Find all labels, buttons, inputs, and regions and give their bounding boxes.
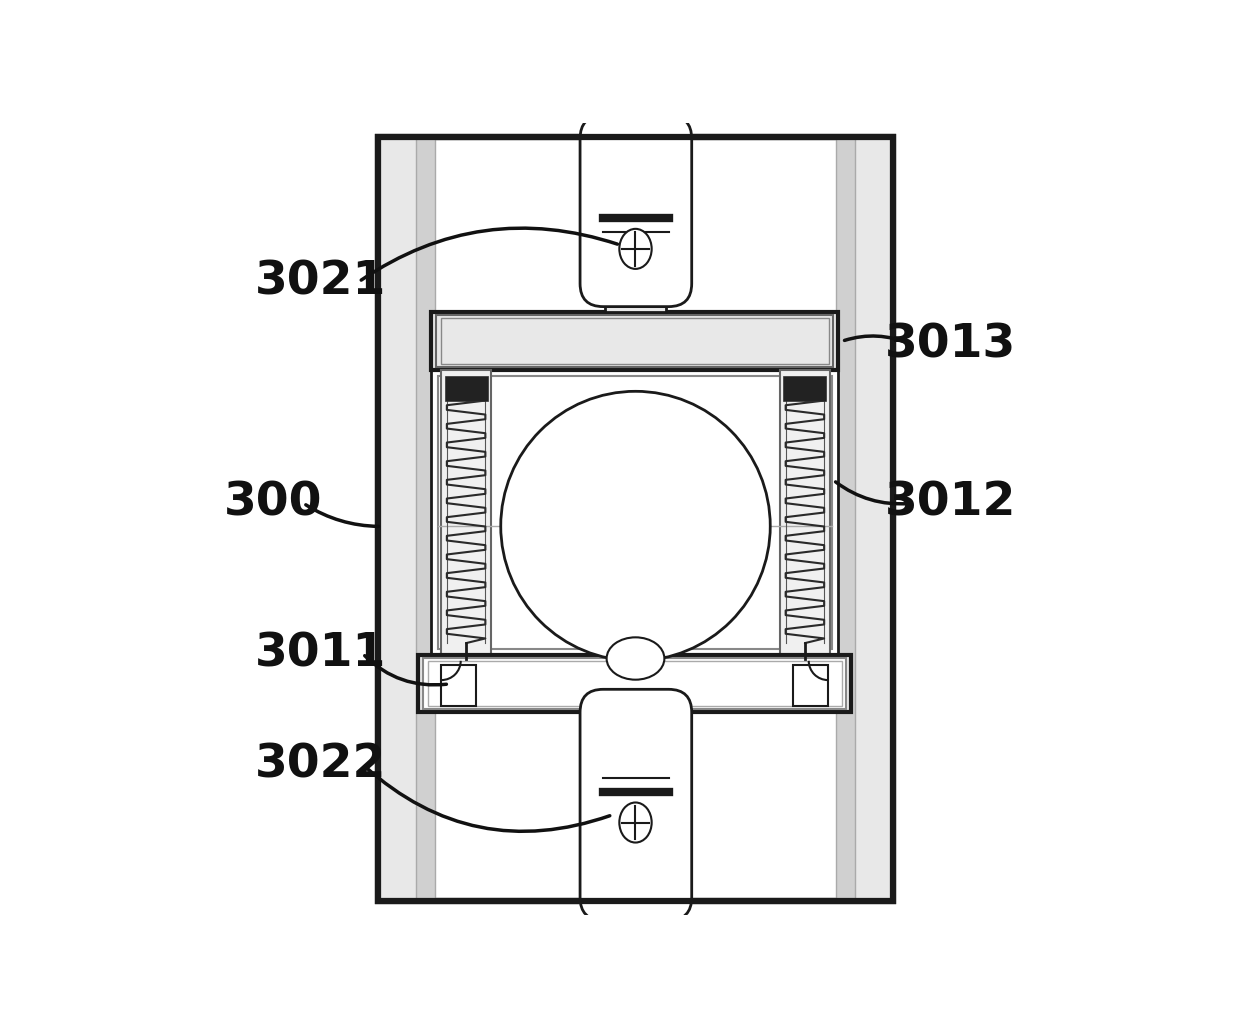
Text: 3011: 3011 — [254, 631, 386, 676]
Bar — [605, 712, 666, 739]
Bar — [780, 370, 830, 655]
Bar — [423, 658, 847, 709]
Bar — [441, 665, 476, 706]
FancyArrowPatch shape — [844, 336, 910, 343]
Bar — [444, 376, 487, 401]
FancyArrowPatch shape — [365, 767, 610, 832]
Ellipse shape — [606, 637, 665, 680]
Bar — [784, 376, 826, 401]
Ellipse shape — [619, 229, 652, 269]
Bar — [843, 137, 894, 902]
Bar — [377, 137, 894, 902]
Bar — [440, 319, 828, 364]
FancyBboxPatch shape — [580, 116, 692, 306]
FancyArrowPatch shape — [836, 482, 909, 504]
FancyBboxPatch shape — [580, 690, 692, 920]
Bar — [418, 655, 851, 712]
Bar — [432, 313, 838, 370]
Bar — [377, 137, 428, 902]
Bar — [605, 285, 666, 313]
Bar — [836, 137, 854, 902]
Bar — [377, 137, 894, 902]
FancyArrowPatch shape — [365, 656, 446, 685]
Bar — [794, 665, 828, 706]
Ellipse shape — [619, 803, 652, 843]
Circle shape — [501, 392, 770, 661]
Text: 300: 300 — [223, 481, 322, 525]
Text: 3012: 3012 — [885, 481, 1017, 525]
Text: 3013: 3013 — [885, 323, 1017, 367]
Text: 3021: 3021 — [254, 259, 386, 304]
Bar — [438, 376, 832, 649]
Bar — [436, 316, 833, 367]
FancyArrowPatch shape — [306, 505, 378, 526]
Bar — [417, 137, 435, 902]
Text: 3022: 3022 — [254, 742, 386, 787]
Bar — [441, 370, 491, 655]
Bar — [428, 661, 842, 706]
FancyArrowPatch shape — [361, 228, 618, 280]
Bar — [432, 370, 838, 655]
